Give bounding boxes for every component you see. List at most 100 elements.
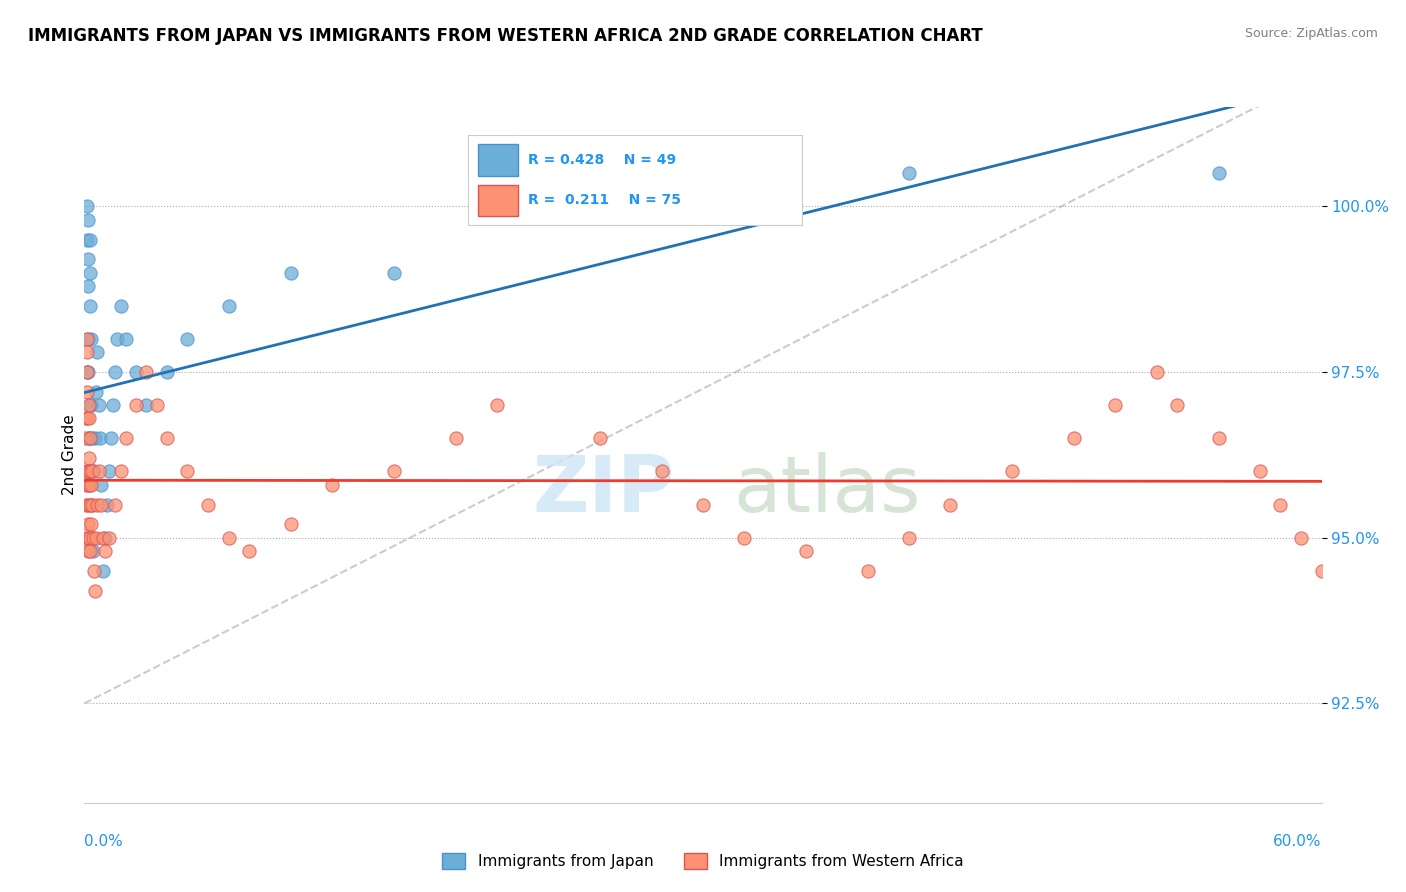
- Point: [77, 531, 100, 545]
- Point: [76, 465, 98, 479]
- Point: [79, 465, 101, 479]
- Point: [79, 431, 101, 445]
- Point: [89, 431, 111, 445]
- Point: [86, 498, 108, 512]
- Point: [485, 199, 508, 213]
- Point: [91, 564, 114, 578]
- Text: 60.0%: 60.0%: [1274, 834, 1322, 849]
- Point: [90, 498, 112, 512]
- Point: [91, 531, 114, 545]
- Point: [77, 477, 100, 491]
- Point: [79, 299, 101, 313]
- Point: [77, 451, 100, 466]
- Point: [94, 531, 117, 545]
- Point: [77, 365, 100, 379]
- Point: [1270, 498, 1292, 512]
- Point: [84, 531, 107, 545]
- Point: [96, 498, 118, 512]
- Text: IMMIGRANTS FROM JAPAN VS IMMIGRANTS FROM WESTERN AFRICA 2ND GRADE CORRELATION CH: IMMIGRANTS FROM JAPAN VS IMMIGRANTS FROM…: [28, 27, 983, 45]
- Point: [176, 465, 198, 479]
- Point: [76, 233, 98, 247]
- Point: [1310, 564, 1333, 578]
- Point: [589, 431, 612, 445]
- Point: [79, 398, 101, 412]
- Point: [82, 531, 104, 545]
- Point: [90, 477, 112, 491]
- Point: [1208, 431, 1230, 445]
- Point: [75, 477, 97, 491]
- Point: [103, 398, 125, 412]
- Point: [79, 544, 101, 558]
- Point: [939, 498, 962, 512]
- Point: [82, 544, 104, 558]
- Point: [135, 365, 157, 379]
- Point: [794, 544, 817, 558]
- Point: [79, 498, 101, 512]
- Point: [76, 384, 98, 399]
- Point: [444, 431, 467, 445]
- Point: [651, 465, 673, 479]
- Point: [76, 212, 98, 227]
- Point: [280, 517, 302, 532]
- Point: [77, 465, 100, 479]
- Point: [898, 166, 921, 180]
- Point: [485, 398, 508, 412]
- Point: [77, 279, 100, 293]
- Point: [75, 498, 97, 512]
- Point: [382, 465, 405, 479]
- Point: [898, 531, 921, 545]
- Point: [80, 477, 103, 491]
- Point: [75, 531, 97, 545]
- Point: [79, 332, 101, 346]
- Point: [83, 564, 105, 578]
- Point: [145, 398, 167, 412]
- Point: [1208, 166, 1230, 180]
- Point: [83, 431, 105, 445]
- Point: [79, 266, 101, 280]
- Point: [79, 398, 101, 412]
- Point: [1001, 465, 1024, 479]
- Point: [83, 465, 105, 479]
- Point: [75, 431, 97, 445]
- Point: [80, 431, 103, 445]
- Point: [80, 398, 103, 412]
- Point: [77, 477, 100, 491]
- Point: [110, 465, 132, 479]
- Point: [87, 465, 110, 479]
- Point: [80, 465, 103, 479]
- Point: [176, 332, 198, 346]
- Point: [82, 498, 104, 512]
- Point: [114, 431, 136, 445]
- Point: [1249, 465, 1271, 479]
- Point: [1063, 431, 1085, 445]
- Point: [321, 477, 343, 491]
- Y-axis label: 2nd Grade: 2nd Grade: [62, 415, 77, 495]
- Point: [856, 564, 879, 578]
- Point: [76, 345, 98, 359]
- Text: atlas: atlas: [733, 451, 921, 528]
- Point: [77, 517, 100, 532]
- Point: [197, 498, 219, 512]
- Point: [76, 365, 98, 379]
- Text: ZIP: ZIP: [533, 451, 675, 528]
- Text: 0.0%: 0.0%: [84, 834, 124, 849]
- Point: [105, 332, 128, 346]
- Point: [82, 531, 104, 545]
- Point: [104, 498, 127, 512]
- Point: [82, 498, 104, 512]
- Text: Source: ZipAtlas.com: Source: ZipAtlas.com: [1244, 27, 1378, 40]
- Point: [77, 431, 100, 445]
- Point: [86, 345, 108, 359]
- Point: [98, 531, 121, 545]
- Point: [76, 252, 98, 267]
- Point: [87, 398, 110, 412]
- Point: [1104, 398, 1126, 412]
- Point: [114, 332, 136, 346]
- Point: [135, 398, 157, 412]
- Point: [75, 411, 97, 425]
- Point: [125, 365, 148, 379]
- Point: [156, 365, 179, 379]
- Point: [218, 299, 240, 313]
- Point: [79, 431, 101, 445]
- Point: [76, 411, 98, 425]
